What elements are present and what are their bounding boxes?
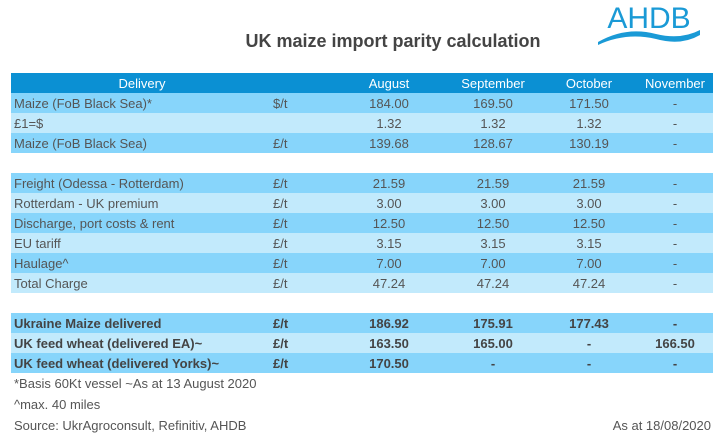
row-value: - <box>672 235 678 251</box>
table-header: Delivery August September October Novemb… <box>11 73 713 93</box>
header-month: November <box>645 75 705 91</box>
row-label: EU tariff <box>14 235 61 251</box>
row-label: £1=$ <box>14 115 44 131</box>
footnote: *Basis 60Kt vessel ~As at 13 August 2020 <box>14 376 257 391</box>
row-value: 7.00 <box>376 255 402 271</box>
row-label: Total Charge <box>14 275 88 291</box>
header-month: October <box>565 75 613 91</box>
row-value: 171.50 <box>569 95 609 111</box>
row-value: 12.50 <box>572 215 606 231</box>
row-value: - <box>672 115 678 131</box>
row-value: 47.24 <box>372 275 406 291</box>
row-value: 12.50 <box>372 215 406 231</box>
header-month: September <box>461 75 525 91</box>
row-value: - <box>672 175 678 191</box>
row-unit: £/t <box>273 255 288 271</box>
row-value: - <box>672 255 678 271</box>
row-unit: £/t <box>273 215 288 231</box>
row-value: 21.59 <box>476 175 510 191</box>
table-row: Haulage^ £/t 7.00 7.00 7.00 - <box>11 253 713 273</box>
row-unit: £/t <box>273 355 289 371</box>
row-value: 3.15 <box>480 235 506 251</box>
source-note: Source: UkrAgroconsult, Refinitiv, AHDB <box>14 418 247 433</box>
row-value: 1.32 <box>576 115 602 131</box>
row-value: 12.50 <box>476 215 510 231</box>
row-value: - <box>586 355 592 371</box>
row-value: - <box>490 355 496 371</box>
row-value: 3.00 <box>576 195 602 211</box>
row-unit: £/t <box>273 315 289 331</box>
row-value: 139.68 <box>369 135 409 151</box>
row-value: - <box>672 95 678 111</box>
row-unit: £/t <box>273 135 288 151</box>
row-label: Ukraine Maize delivered <box>14 315 162 331</box>
table-row: Maize (FoB Black Sea) £/t 139.68 128.67 130.… <box>11 133 713 153</box>
table-row: UK feed wheat (delivered EA)~ £/t 163.50 16… <box>11 333 713 353</box>
row-value: 166.50 <box>655 335 695 351</box>
table-row: £1=$ 1.32 1.32 1.32 - <box>11 113 713 133</box>
row-value: 47.24 <box>572 275 606 291</box>
row-value: - <box>672 275 678 291</box>
table-row: Freight (Odessa - Rotterdam) £/t 21.59 21.5… <box>11 173 713 193</box>
header-delivery: Delivery <box>118 75 166 91</box>
row-value: - <box>586 335 592 351</box>
row-label: Discharge, port costs & rent <box>14 215 175 231</box>
footnote: ^max. 40 miles <box>14 397 101 412</box>
row-unit: £/t <box>273 275 288 291</box>
row-value: 170.50 <box>369 355 409 371</box>
row-unit: £/t <box>273 175 288 191</box>
row-value: 21.59 <box>372 175 406 191</box>
as-at-date: As at 18/08/2020 <box>612 418 711 433</box>
row-value: 186.92 <box>369 315 409 331</box>
parity-table: Delivery August September October Novemb… <box>11 73 713 373</box>
row-value: - <box>672 315 678 331</box>
table-row: Discharge, port costs & rent £/t 12.50 12.5… <box>11 213 713 233</box>
row-value: - <box>672 195 678 211</box>
row-value: 3.00 <box>376 195 402 211</box>
header-month: August <box>368 75 410 91</box>
spacer <box>11 293 713 313</box>
row-value: - <box>672 355 678 371</box>
table-row: EU tariff £/t 3.15 3.15 3.15 - <box>11 233 713 253</box>
row-value: 3.00 <box>480 195 506 211</box>
row-value: 7.00 <box>480 255 506 271</box>
table-row: Maize (FoB Black Sea)* $/t 184.00 169.50 171… <box>11 93 713 113</box>
table-row: Total Charge £/t 47.24 47.24 47.24 - <box>11 273 713 293</box>
row-value: 1.32 <box>480 115 506 131</box>
svg-text:AHDB: AHDB <box>607 2 690 35</box>
row-value: 3.15 <box>576 235 602 251</box>
row-value: 163.50 <box>369 335 409 351</box>
table-row: UK feed wheat (delivered Yorks)~ £/t 170.5… <box>11 353 713 373</box>
row-label: UK feed wheat (delivered EA)~ <box>14 335 203 351</box>
row-unit: £/t <box>273 335 289 351</box>
table-row: Ukraine Maize delivered £/t 186.92 175.91 17… <box>11 313 713 333</box>
row-value: 1.32 <box>376 115 402 131</box>
page-title: UK maize import parity calculation <box>245 31 541 51</box>
row-value: 7.00 <box>576 255 602 271</box>
row-value: 130.19 <box>569 135 609 151</box>
row-value: - <box>672 215 678 231</box>
row-value: 177.43 <box>569 315 609 331</box>
ahdb-logo: AHDB <box>598 2 700 45</box>
row-value: - <box>672 135 678 151</box>
row-label: Haulage^ <box>14 255 69 271</box>
row-label: Rotterdam - UK premium <box>14 195 159 211</box>
row-value: 175.91 <box>473 315 513 331</box>
row-value: 47.24 <box>476 275 510 291</box>
row-label: Maize (FoB Black Sea) <box>14 135 147 151</box>
row-value: 165.00 <box>473 335 513 351</box>
row-label: UK feed wheat (delivered Yorks)~ <box>14 355 220 371</box>
row-value: 169.50 <box>473 95 513 111</box>
row-unit: $/t <box>273 95 288 111</box>
table-row: Rotterdam - UK premium £/t 3.00 3.00 3.00 - <box>11 193 713 213</box>
row-unit: £/t <box>273 235 288 251</box>
row-label: Maize (FoB Black Sea)* <box>14 95 152 111</box>
spacer <box>11 153 713 173</box>
row-value: 128.67 <box>473 135 513 151</box>
row-value: 3.15 <box>376 235 402 251</box>
row-value: 21.59 <box>572 175 606 191</box>
row-value: 184.00 <box>369 95 409 111</box>
row-unit: £/t <box>273 195 288 211</box>
row-label: Freight (Odessa - Rotterdam) <box>14 175 184 191</box>
